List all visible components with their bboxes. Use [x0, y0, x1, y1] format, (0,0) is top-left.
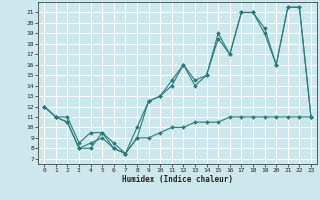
X-axis label: Humidex (Indice chaleur): Humidex (Indice chaleur)	[122, 175, 233, 184]
